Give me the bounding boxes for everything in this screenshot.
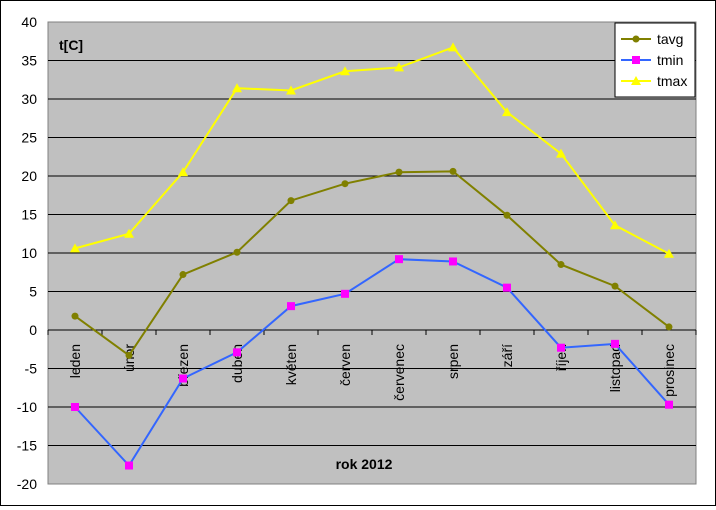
tmax-point [340,66,350,76]
legend-marker-tmin [632,56,640,64]
tmin-point [557,343,565,352]
tmax-point [232,83,242,93]
tavg-point [665,323,673,331]
legend-marker-tavg [632,35,640,43]
tmax-point [286,85,296,95]
tavg-point [233,248,241,256]
y-axis-tick-labels: 40 35 30 25 20 15 10 5 0 -5 -10 -15 -20 [17,14,37,492]
x-axis-title: rok 2012 [336,456,393,472]
y-tick-label: 40 [21,14,37,30]
legend-marker-tmax [631,76,641,85]
tavg-point [503,211,511,219]
tmin-point [233,348,241,357]
tavg-point [341,180,349,188]
y-tick-label: 20 [21,168,37,184]
tmin-point [503,283,511,292]
x-tick-label: červen [337,344,353,386]
tmin-point [287,302,295,311]
legend: tavg tmin tmax [614,22,696,98]
y-tick-label: 5 [29,284,37,300]
tavg-point [71,312,79,320]
tmax-point [394,62,404,72]
tavg-point [395,168,403,176]
legend-label-tavg: tavg [657,31,683,47]
x-tick-label: červenec [391,344,407,401]
y-tick-label: -20 [17,476,37,492]
tmax-point [70,243,80,253]
tmin-line [74,258,670,468]
x-tick-label: září [499,344,515,367]
tmin-point [179,374,187,383]
y-tick-label: -15 [17,438,37,454]
y-tick-label: 10 [21,245,37,261]
tavg-point [179,271,187,279]
tmin-point [341,289,349,298]
gridlines [48,60,696,446]
tmax-point [178,167,188,177]
legend-label-tmin: tmin [657,52,683,68]
tavg-line [74,170,670,357]
y-tick-label: -5 [25,361,38,377]
tmin-point [611,339,619,348]
tmax-point [502,107,512,117]
series-tmin [71,255,673,470]
tavg-point [449,167,457,175]
tmin-point [665,400,673,409]
series-layer [70,42,674,470]
tmax-point [124,228,134,238]
tavg-point [557,261,565,269]
tmax-point [664,248,674,258]
series-tavg [71,167,673,359]
legend-label-tmax: tmax [657,73,687,89]
y-axis-title: t[C] [59,37,83,53]
tavg-point [287,197,295,205]
x-tick-label: srpen [445,344,461,379]
tmin-point [449,257,457,266]
x-tick-label: prosinec [661,344,677,397]
y-tick-label: 35 [21,53,37,69]
tavg-point [611,282,619,290]
tmin-point [125,461,133,470]
x-tick-label: květen [283,344,299,385]
y-tick-label: -10 [17,399,37,415]
y-tick-label: 30 [21,91,37,107]
series-tmax [70,42,674,258]
tmax-point [610,220,620,230]
y-tick-label: 0 [29,322,37,338]
y-tick-label: 25 [21,130,37,146]
x-tick-label: leden [67,344,83,378]
tmax-line [74,46,670,255]
y-tick-label: 15 [21,207,37,223]
tmax-point [448,42,458,52]
tmax-point [556,148,566,158]
tmin-point [71,403,79,411]
tavg-point [125,351,133,359]
x-tick-label: listopad [607,344,623,392]
tmin-point [395,255,403,264]
